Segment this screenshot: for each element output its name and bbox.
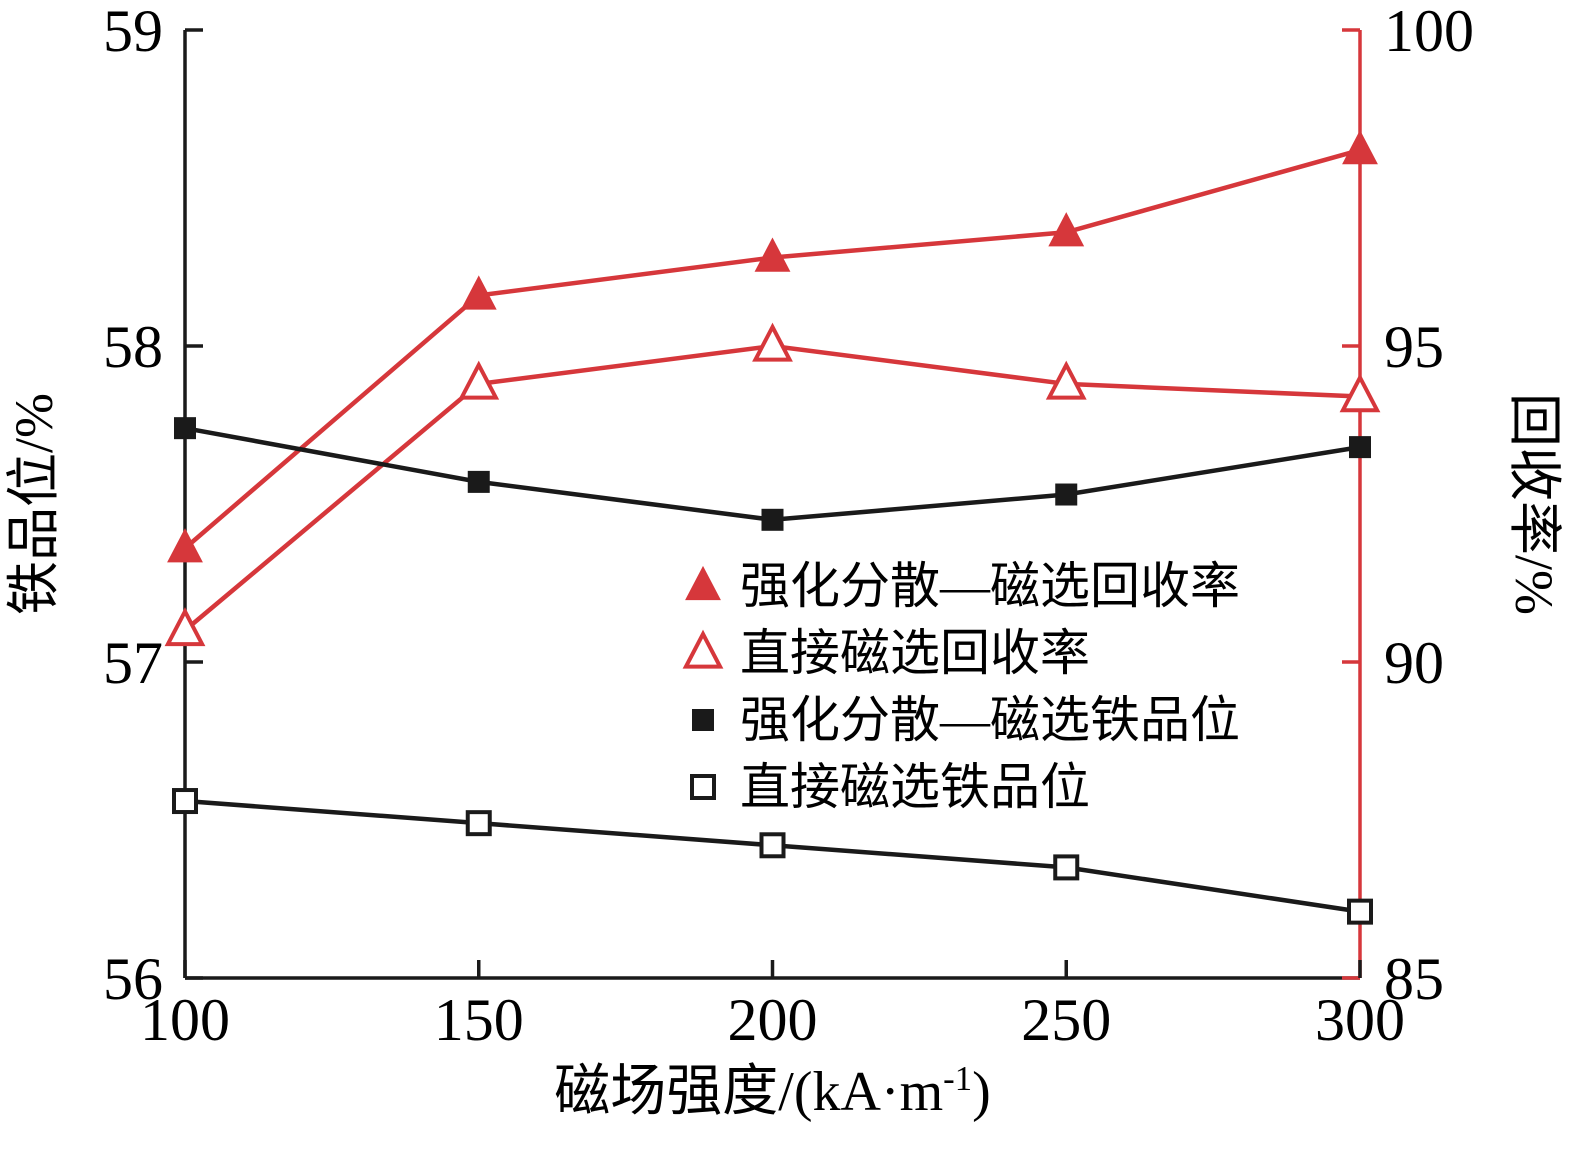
left-tick-label: 59 [103, 0, 163, 64]
x-tick-label: 250 [1021, 987, 1111, 1053]
square-filled-marker [692, 709, 714, 731]
square-open-marker [1053, 854, 1080, 881]
right-tick-label: 95 [1384, 314, 1444, 380]
x-tick-label: 100 [140, 987, 230, 1053]
triangle-open-marker [164, 607, 206, 647]
legend-label: 强化分散—磁选铁品位 [740, 692, 1240, 748]
square-filled-marker [1055, 483, 1078, 506]
series-3 [172, 788, 1373, 925]
legend-label: 直接磁选回收率 [740, 625, 1090, 681]
x-tick-label: 150 [434, 987, 524, 1053]
triangle-filled-marker [1342, 130, 1378, 165]
left-tick-label: 57 [103, 630, 163, 696]
triangle-filled-marker [460, 275, 497, 310]
square-open-marker [1347, 898, 1373, 925]
triangle-filled-marker [685, 565, 721, 601]
legend-label: 强化分散—磁选回收率 [740, 558, 1240, 614]
x-tick-label: 300 [1315, 987, 1405, 1053]
triangle-open-marker [682, 629, 724, 669]
left-tick-label: 58 [103, 314, 163, 380]
legend-item: 直接磁选铁品位 [690, 759, 1090, 815]
square-open-marker [690, 774, 716, 800]
left-axis-title: 铁品位/% [4, 393, 64, 615]
legend-item: 强化分散—磁选铁品位 [692, 692, 1240, 748]
square-filled-marker [761, 508, 784, 531]
x-axis-title: 磁场强度/(kA·m-1) [554, 1059, 990, 1123]
left-tick-label: 56 [103, 946, 163, 1012]
series-2 [174, 417, 1371, 531]
legend-label: 直接磁选铁品位 [740, 759, 1090, 815]
legend-item: 强化分散—磁选回收率 [685, 558, 1240, 614]
triangle-filled-marker [754, 237, 791, 272]
right-tick-label: 85 [1384, 946, 1444, 1012]
series-line [184, 425, 1361, 523]
series-0 [167, 130, 1378, 563]
triangle-open-marker [1045, 360, 1087, 400]
triangle-open-marker [1339, 373, 1381, 413]
triangle-open-marker [458, 360, 500, 400]
triangle-filled-marker [167, 528, 203, 563]
legend-item: 直接磁选回收率 [682, 625, 1090, 681]
square-filled-marker [174, 417, 196, 440]
triangle-filled-marker [1048, 212, 1085, 247]
right-tick-label: 90 [1384, 630, 1444, 696]
square-open-marker [172, 788, 198, 815]
square-filled-marker [1349, 436, 1371, 459]
square-open-marker [759, 832, 786, 859]
square-filled-marker [467, 470, 490, 493]
square-open-marker [465, 810, 492, 837]
triangle-open-marker [752, 322, 793, 362]
right-axis-title: 回收率/% [1504, 393, 1564, 615]
right-tick-label: 100 [1384, 0, 1474, 64]
x-tick-label: 200 [728, 987, 818, 1053]
